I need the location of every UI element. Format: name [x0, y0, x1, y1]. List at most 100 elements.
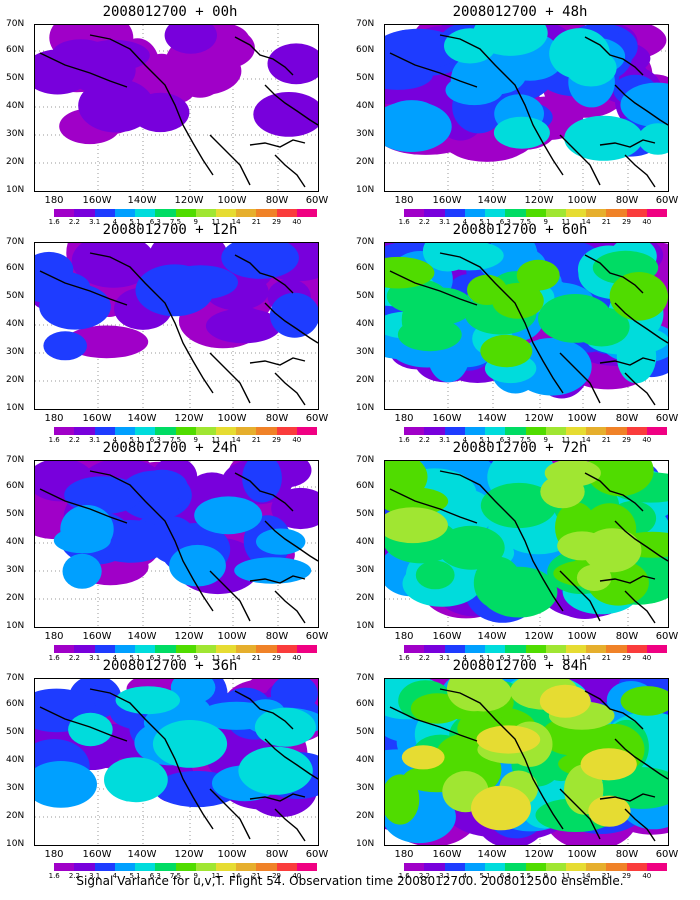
longitude-label: 180 [44, 413, 64, 424]
colorbar-label: 14 [231, 872, 241, 880]
colorbar-swatch [175, 645, 196, 653]
latitude-label: 30N [6, 565, 25, 575]
latitude-label: 10N [356, 403, 375, 413]
colorbar-swatch [135, 645, 156, 653]
coastline [264, 738, 318, 780]
colorbar-label: 6.3 [149, 436, 161, 444]
variance-contour [385, 256, 435, 289]
colorbar-swatch [545, 209, 566, 217]
colorbar-label: 40 [642, 654, 652, 662]
coastline [599, 793, 656, 802]
variance-contour [152, 720, 228, 768]
colorbar-swatch [586, 427, 607, 435]
colorbar-label: 3.1 [89, 654, 101, 662]
latitude-label: 40N [356, 319, 375, 329]
colorbar-label: 11 [211, 872, 221, 880]
longitude-label: 160W [432, 413, 462, 424]
longitude-label: 140W [127, 849, 157, 860]
variance-contour [35, 269, 91, 303]
colorbar-label: 7.5 [169, 654, 182, 662]
variance-contour [415, 560, 455, 590]
latitude-label: 30N [356, 129, 375, 139]
variance-contour [115, 686, 180, 715]
coastline [89, 688, 214, 830]
colorbar [384, 863, 668, 871]
variance-contour [401, 745, 445, 770]
longitude-label: 80W [615, 413, 639, 424]
longitude-label: 120W [524, 631, 554, 642]
longitude-label: 60W [655, 849, 679, 860]
variance-contour [385, 101, 452, 152]
colorbar-swatch [94, 645, 115, 653]
colorbar-swatch [485, 209, 506, 217]
colorbar-swatch [256, 427, 277, 435]
latitude-label: 70N [6, 19, 25, 29]
variance-contour [67, 46, 136, 94]
colorbar-swatch [175, 209, 196, 217]
colorbar-swatch [384, 209, 405, 217]
longitude-label: 80W [265, 631, 289, 642]
longitude-label: 140W [127, 413, 157, 424]
colorbar-swatch [545, 645, 566, 653]
longitude-label: 160W [432, 631, 462, 642]
variance-contour [219, 306, 266, 337]
colorbar-swatch [296, 209, 318, 217]
latitude-label: 40N [6, 101, 25, 111]
variance-contour [53, 527, 111, 554]
longitude-label: 80W [615, 195, 639, 206]
colorbar-label: 4 [112, 436, 118, 444]
coastline [249, 793, 306, 802]
coastline [274, 590, 306, 624]
variance-contour [620, 686, 668, 716]
longitude-label: 140W [477, 631, 507, 642]
colorbar-label: 5.1 [129, 218, 141, 226]
colorbar-swatch [626, 209, 647, 217]
coastline [389, 488, 478, 524]
map-area [34, 24, 319, 192]
variance-contour [471, 785, 531, 831]
variance-contour [620, 82, 668, 128]
colorbar-label: 2.2 [68, 654, 80, 662]
coastline [39, 52, 128, 88]
colorbar-label: 21 [251, 872, 261, 880]
variance-contour [450, 55, 494, 105]
colorbar-label: 7.5 [519, 218, 532, 226]
colorbar-label: 1.6 [398, 218, 410, 226]
colorbar-label: 40 [642, 872, 652, 880]
variance-contour [221, 243, 299, 279]
variance-contour [136, 469, 188, 503]
latitude-label: 50N [6, 509, 25, 519]
colorbar-swatch [404, 863, 425, 871]
colorbar-swatch [34, 645, 55, 653]
colorbar-swatch [646, 645, 668, 653]
latitude-label: 60N [356, 481, 375, 491]
variance-contour [62, 553, 102, 589]
colorbar-label: 4 [112, 218, 118, 226]
variance-contour [516, 259, 560, 291]
colorbar-swatch [444, 209, 465, 217]
latitude-label: 70N [356, 455, 375, 465]
longitude-label: 80W [265, 195, 289, 206]
latitude-label: 50N [6, 727, 25, 737]
latitude-label: 50N [356, 509, 375, 519]
colorbar-label: 1.6 [48, 872, 60, 880]
colorbar-label: 9 [193, 436, 198, 444]
variance-contour [439, 489, 494, 536]
colorbar-label: 40 [292, 654, 302, 662]
colorbar-swatch [565, 427, 587, 435]
variance-contour [564, 115, 643, 161]
colorbar-swatch [646, 863, 668, 871]
colorbar-swatch [34, 427, 55, 435]
colorbar-swatch [545, 863, 566, 871]
coastline [249, 575, 306, 584]
longitude-label: 180 [394, 413, 414, 424]
longitude-label: 60W [305, 413, 329, 424]
latitude-label: 50N [356, 291, 375, 301]
variance-contour [43, 331, 87, 361]
longitude-label: 160W [82, 413, 112, 424]
variance-contour [170, 679, 216, 704]
coastline [599, 139, 656, 148]
colorbar-label: 4 [462, 436, 468, 444]
colorbar-swatch [444, 863, 465, 871]
coastline [264, 84, 318, 126]
